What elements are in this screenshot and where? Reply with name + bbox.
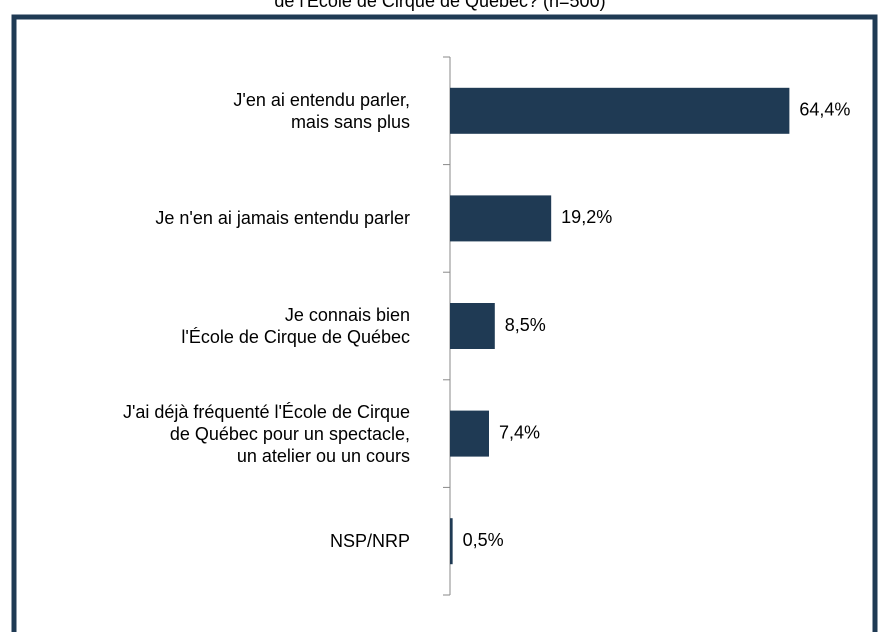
bar	[450, 303, 495, 349]
bar	[450, 410, 489, 457]
bar	[450, 195, 552, 242]
value-label: 8,5%	[505, 315, 546, 335]
bar	[450, 87, 790, 134]
category-label: Je n'en ai jamais entendu parler	[155, 208, 410, 229]
frame	[11, 14, 878, 632]
category-label: J'en ai entendu parler, mais sans plus	[233, 89, 410, 132]
value-label: 19,2%	[561, 207, 612, 227]
bar	[450, 518, 453, 565]
value-label: 64,4%	[799, 100, 850, 120]
chart-title: de l'École de Cirque de Québec? (n=500)	[274, 0, 605, 11]
category-label: J'ai déjà fréquenté l'École de Cirque de…	[122, 401, 410, 466]
value-label: 0,5%	[463, 530, 504, 550]
category-label: NSP/NRP	[329, 531, 410, 552]
value-label: 7,4%	[499, 422, 540, 442]
category-label: Je connais bien l'École de Cirque de Qué…	[181, 305, 410, 347]
